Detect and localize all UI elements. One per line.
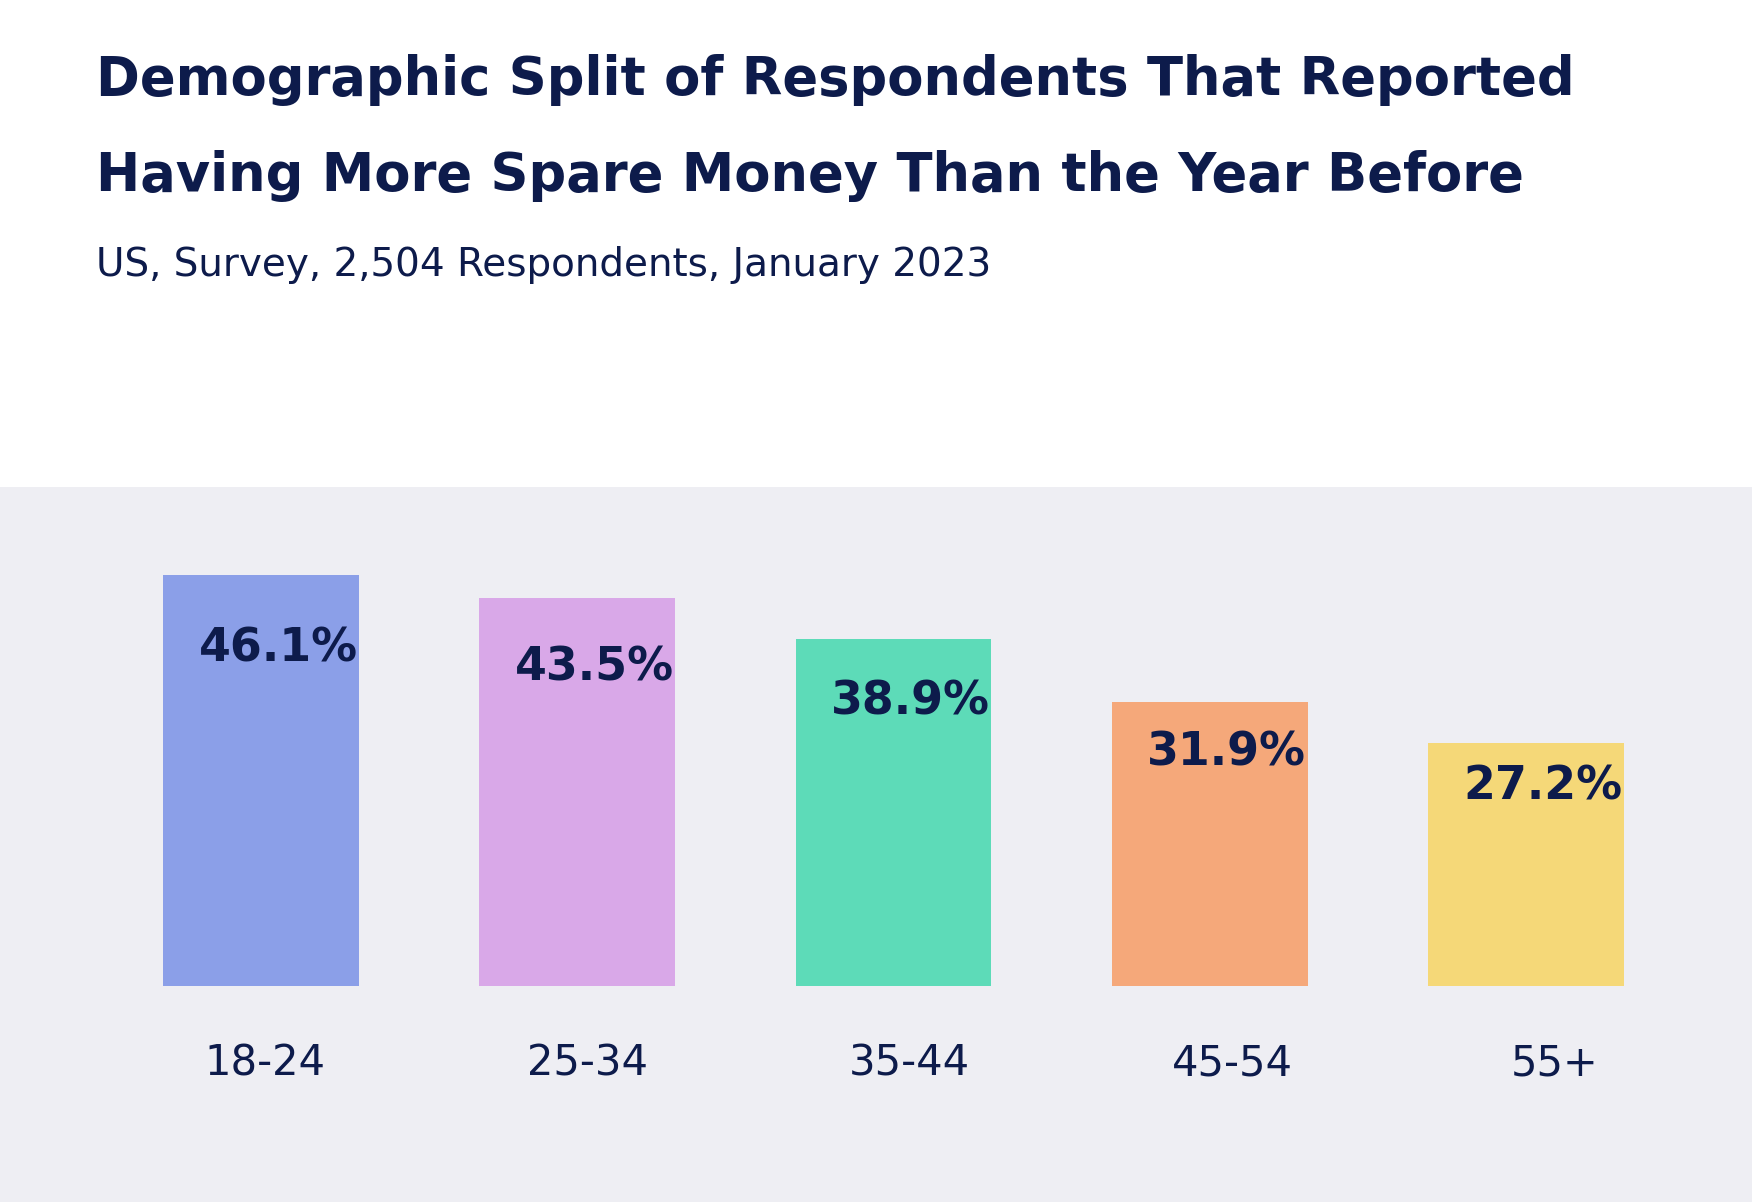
Text: 38.9%: 38.9%	[830, 679, 990, 724]
Bar	[163, 576, 359, 986]
Text: 55+: 55+	[1510, 1043, 1598, 1084]
Text: 31.9%: 31.9%	[1148, 731, 1305, 775]
Text: 25-34: 25-34	[527, 1043, 648, 1084]
Text: Demographic Split of Respondents That Reported: Demographic Split of Respondents That Re…	[96, 54, 1575, 106]
Text: 18-24: 18-24	[205, 1043, 326, 1084]
Bar	[1111, 702, 1307, 986]
Bar	[480, 599, 676, 986]
Text: 35-44: 35-44	[850, 1043, 971, 1084]
Text: Having More Spare Money Than the Year Before: Having More Spare Money Than the Year Be…	[96, 150, 1524, 202]
Bar	[1428, 744, 1624, 986]
Text: 46.1%: 46.1%	[198, 626, 357, 672]
Text: US, Survey, 2,504 Respondents, January 2023: US, Survey, 2,504 Respondents, January 2…	[96, 246, 992, 285]
Text: 45-54: 45-54	[1172, 1043, 1293, 1084]
Text: 43.5%: 43.5%	[515, 645, 675, 690]
Bar	[795, 639, 992, 986]
Text: 27.2%: 27.2%	[1463, 764, 1622, 810]
